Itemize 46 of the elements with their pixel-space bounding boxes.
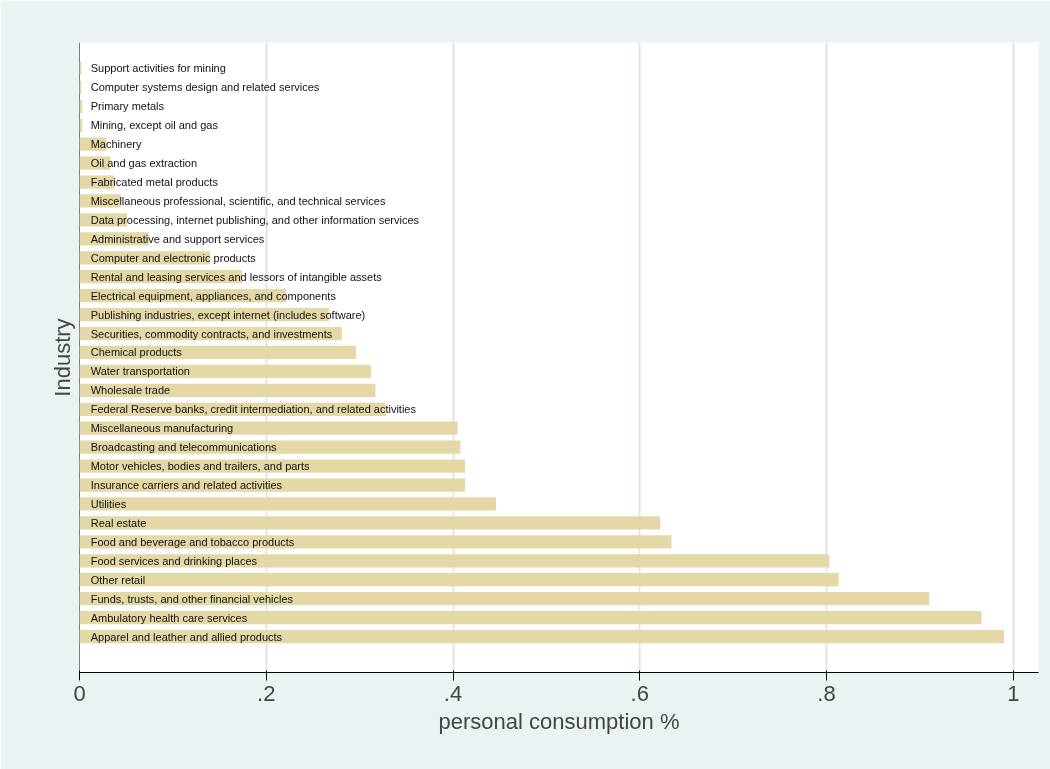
y-axis-title: Industry (49, 318, 75, 397)
y-tick-label: Other retail (90, 573, 146, 586)
y-tick-label: Data processing, internet publishing, and other information services (90, 213, 420, 226)
y-tick-label: Mining, except oil and gas (90, 119, 219, 132)
x-tick-label: .8 (817, 680, 836, 706)
bar (79, 610, 982, 625)
y-tick-label: Miscellaneous manufacturing (90, 422, 234, 435)
y-tick-label: Food and beverage and tobacco products (90, 535, 295, 548)
y-tick-label: Water transportation (90, 365, 190, 378)
y-tick-label: Fabricated metal products (90, 176, 219, 189)
y-tick-label: Wholesale trade (90, 384, 171, 397)
y-tick-label: Oil and gas extraction (90, 157, 198, 170)
y-tick-label: Funds, trusts, and other financial vehicles (90, 592, 294, 605)
y-tick-label: Real estate (90, 516, 147, 529)
y-tick-label: Utilities (90, 497, 127, 510)
y-tick-label: Apparel and leather and allied products (90, 630, 283, 643)
y-tick-label: Machinery (90, 138, 142, 151)
y-tick-label: Publishing industries, except internet (includes software) (90, 308, 366, 321)
bar (79, 516, 661, 530)
bar (79, 554, 830, 568)
y-tick-label: Insurance carriers and related activities (90, 479, 283, 492)
y-tick-label: Motor vehicles, bodies and trailers, and parts (90, 460, 311, 473)
y-tick-label: Electrical equipment, appliances, and components (90, 289, 337, 302)
y-tick-label: Chemical products (90, 346, 183, 359)
x-axis-title: personal consumption % (438, 708, 680, 734)
y-tick-label: Food services and drinking places (90, 554, 258, 567)
y-tick-label: Rental and leasing services and lessors of intangible assets (90, 270, 383, 283)
x-tick-label: 0 (73, 680, 86, 706)
bar (79, 629, 1004, 644)
x-tick-label: 1 (1007, 680, 1020, 706)
bar (79, 573, 839, 587)
x-tick-label: .2 (257, 680, 276, 706)
y-tick-label: Ambulatory health care services (90, 611, 248, 624)
y-tick-label: Federal Reserve banks, credit intermediation, and related activities (90, 403, 417, 416)
x-tick-label: .6 (630, 680, 649, 706)
bar (79, 592, 930, 606)
y-tick-label: Primary metals (90, 100, 165, 113)
bar (79, 497, 496, 511)
y-tick-label: Computer systems design and related services (90, 81, 320, 94)
y-tick-label: Computer and electronic products (90, 251, 257, 264)
y-tick-label: Broadcasting and telecommunications (90, 441, 278, 454)
y-tick-label: Support activities for mining (90, 62, 226, 75)
y-tick-label: Miscellaneous professional, scientific, and technical services (90, 194, 386, 207)
y-tick-label: Securities, commodity contracts, and investments (90, 327, 333, 340)
y-tick-label: Administrative and support services (90, 232, 265, 245)
x-tick-label: .4 (443, 680, 463, 706)
